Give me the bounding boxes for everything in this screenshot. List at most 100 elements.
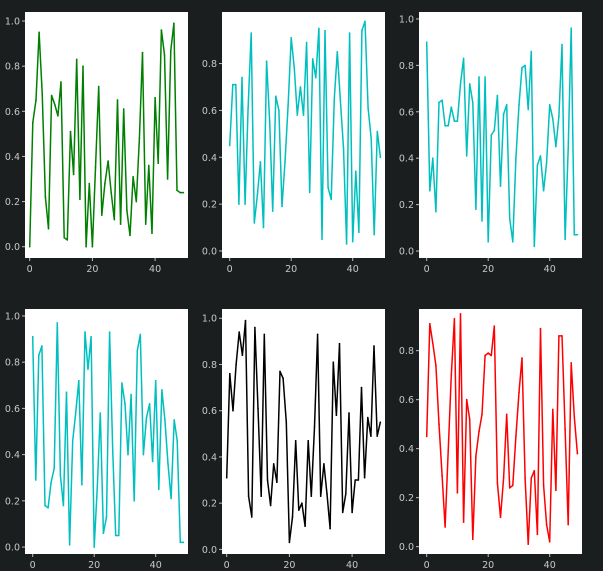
data-point: [472, 538, 474, 541]
data-point: [138, 137, 141, 140]
data-point: [536, 164, 539, 166]
y-tick-label: 0.2: [5, 496, 20, 507]
data-point: [113, 218, 116, 221]
data-point: [345, 493, 347, 495]
data-point: [44, 504, 46, 507]
y-tick-label: 0.2: [202, 499, 217, 510]
data-point: [151, 232, 153, 234]
data-point: [268, 121, 271, 123]
data-point: [105, 516, 108, 518]
data-point: [505, 413, 508, 416]
data-point: [536, 533, 539, 536]
y-tick-label: 0.2: [399, 200, 414, 211]
x-tick-label: 20: [482, 560, 494, 571]
data-point: [114, 534, 117, 537]
data-point: [179, 541, 182, 544]
data-point: [348, 32, 351, 34]
data-point: [91, 245, 94, 248]
y-tick-label: 0.6: [399, 395, 414, 406]
data-point: [459, 83, 462, 85]
data-point: [342, 147, 345, 149]
data-point: [253, 222, 256, 224]
data-point: [478, 430, 480, 433]
data-point: [62, 504, 65, 507]
data-point: [50, 94, 53, 97]
data-point: [173, 22, 175, 25]
data-point: [512, 484, 514, 487]
data-point: [163, 54, 166, 56]
data-point: [144, 223, 147, 225]
data-point: [478, 76, 480, 78]
data-point: [130, 393, 132, 396]
data-point: [499, 516, 502, 519]
data-point: [341, 511, 344, 514]
y-tick-label: 0.0: [202, 545, 217, 556]
data-point: [468, 83, 471, 85]
x-tick-label: 20: [88, 560, 100, 571]
data-point: [518, 391, 520, 394]
data-point: [496, 94, 499, 97]
data-point: [287, 104, 289, 107]
data-point: [244, 319, 247, 322]
x-tick-label: 20: [283, 560, 295, 571]
data-point: [41, 92, 43, 94]
data-point: [247, 107, 249, 109]
data-point: [88, 182, 91, 185]
data-point: [567, 148, 569, 150]
data-point: [548, 104, 551, 106]
data-point: [238, 203, 240, 205]
data-point: [56, 322, 59, 324]
data-point: [305, 41, 308, 44]
data-point: [524, 64, 526, 67]
data-point: [167, 463, 169, 465]
data-point: [367, 416, 369, 419]
data-point: [315, 76, 317, 79]
data-point: [373, 345, 375, 347]
x-tick-label: 0: [27, 264, 33, 275]
data-point: [298, 509, 300, 511]
data-point: [429, 189, 431, 192]
data-point: [456, 120, 459, 122]
x-tick-label: 0: [224, 560, 230, 571]
x-tick-label: 20: [482, 264, 494, 275]
data-point: [44, 196, 47, 198]
data-point: [176, 189, 178, 192]
data-point: [332, 361, 335, 364]
data-point: [361, 29, 363, 32]
y-tick-label: 0.2: [5, 197, 20, 208]
data-point: [313, 426, 316, 428]
y-tick-label: 0.6: [5, 404, 20, 415]
data-point: [232, 409, 234, 412]
y-tick-label: 0.4: [399, 154, 414, 165]
y-tick-label: 0.2: [202, 200, 217, 211]
x-tick-label: 0: [227, 264, 233, 275]
data-point: [59, 474, 62, 477]
data-point: [530, 477, 533, 479]
data-point: [161, 389, 163, 391]
data-point: [269, 504, 272, 507]
data-point: [47, 227, 50, 230]
y-tick-label: 0.8: [5, 62, 20, 73]
data-point: [291, 516, 294, 518]
series-line: [425, 27, 579, 248]
data-point: [294, 439, 297, 442]
data-point: [447, 124, 450, 127]
data-point: [265, 60, 268, 62]
data-point: [490, 134, 493, 136]
data-point: [487, 241, 490, 243]
data-point: [576, 234, 579, 236]
data-point: [38, 31, 40, 34]
data-point: [441, 99, 443, 101]
data-point: [271, 210, 274, 212]
y-tick-label: 0.0: [5, 242, 20, 253]
data-point: [257, 407, 259, 410]
y-tick-label: 0.6: [202, 106, 217, 117]
data-point: [290, 37, 293, 39]
data-point: [348, 412, 350, 414]
data-point: [170, 497, 172, 500]
data-point: [90, 335, 92, 338]
data-point: [108, 331, 111, 333]
data-point: [250, 32, 252, 34]
data-point: [124, 403, 126, 405]
y-tick-label: 0.2: [399, 493, 414, 504]
